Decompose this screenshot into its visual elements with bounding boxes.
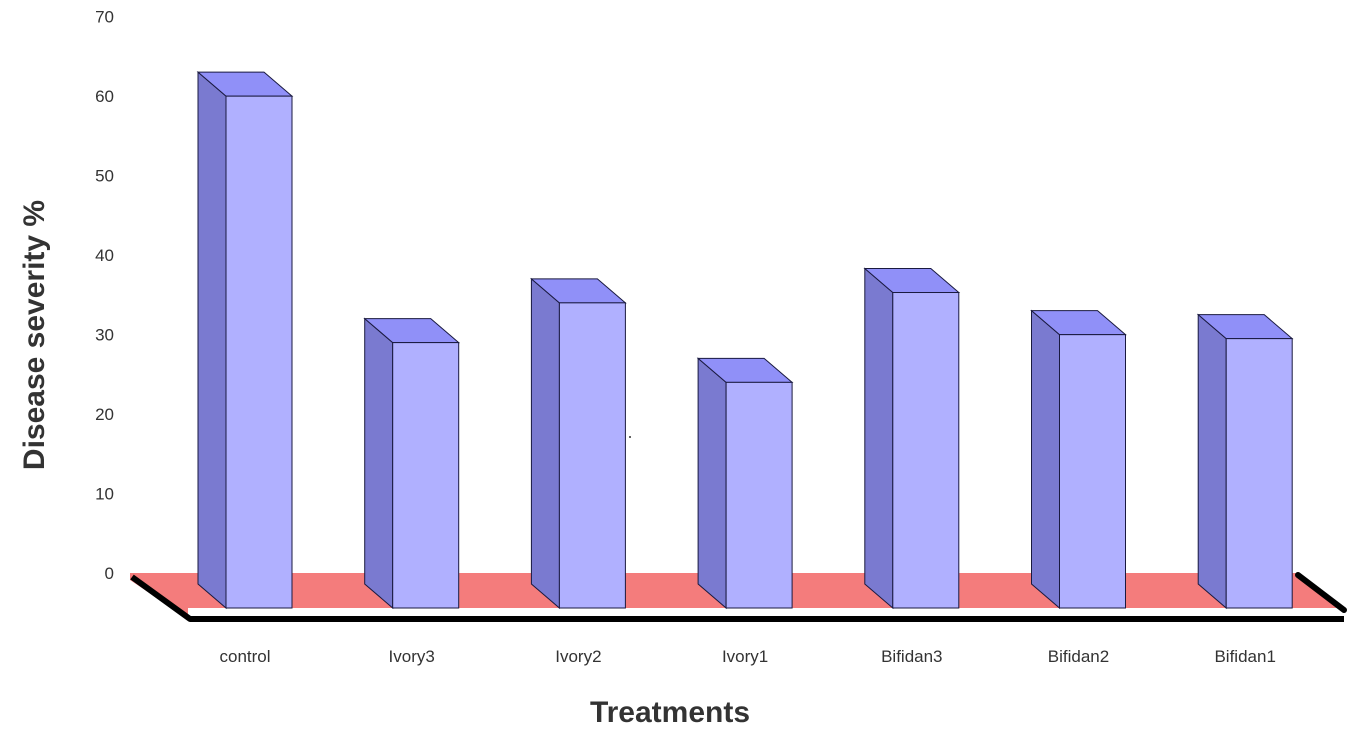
bars: [196, 71, 1294, 610]
x-category-label: Ivory1: [722, 647, 768, 666]
bar-front: [225, 95, 293, 609]
bar-ivory3: [363, 317, 461, 610]
x-axis-categories: control Ivory3 Ivory2 Ivory1 Bifidan3 Bifidan…: [219, 647, 1275, 666]
bar-side: [1031, 309, 1060, 610]
bar-bifidan1: [1196, 313, 1294, 610]
bar-ivory1: [696, 357, 794, 610]
bar-side: [530, 277, 560, 610]
y-tick-label: 40: [95, 246, 114, 265]
y-tick-label: 20: [95, 405, 114, 424]
y-tick-label: 70: [95, 8, 114, 27]
x-category-label: Ivory3: [389, 647, 435, 666]
bar-bifidan2: [1030, 309, 1127, 610]
x-axis-title: Treatments: [590, 696, 750, 729]
x-category-label: control: [219, 647, 270, 666]
bar-ivory2: [530, 277, 627, 610]
y-axis-ticks: 0 10 20 30 40 50 60 70: [95, 8, 114, 584]
y-tick-label: 30: [95, 326, 114, 345]
bar-front: [1059, 334, 1126, 609]
y-tick-label: 50: [95, 167, 114, 186]
x-category-label: Bifidan1: [1214, 647, 1275, 666]
bar-front: [558, 302, 626, 609]
y-tick-label: 10: [95, 485, 114, 504]
bar-side: [697, 357, 727, 610]
bar-side: [864, 267, 894, 610]
stray-dot: [629, 436, 631, 438]
bar-front: [892, 292, 960, 609]
bar-side: [1197, 313, 1227, 610]
y-axis-title: Disease severity %: [18, 200, 51, 470]
x-category-label: Bifidan2: [1048, 647, 1109, 666]
y-tick-label: 60: [95, 87, 114, 106]
bar-front: [392, 342, 460, 609]
bar-front: [1225, 338, 1293, 609]
bar-front: [725, 381, 793, 609]
x-category-label: Ivory2: [555, 647, 601, 666]
bar-bifidan3: [863, 267, 961, 610]
bar-side: [364, 317, 394, 610]
floor-edge-right: [1295, 572, 1347, 613]
y-tick-label: 0: [105, 564, 114, 583]
bar-side: [197, 71, 227, 610]
floor-edge: [130, 574, 1344, 622]
bar-control: [196, 71, 294, 610]
x-category-label: Bifidan3: [881, 647, 942, 666]
